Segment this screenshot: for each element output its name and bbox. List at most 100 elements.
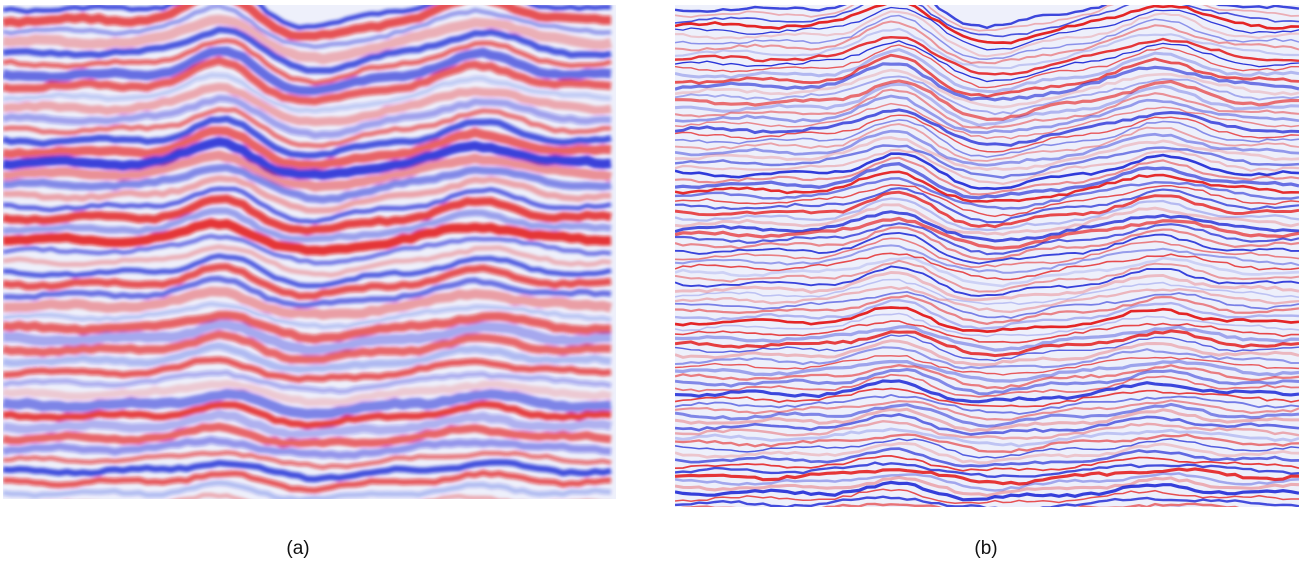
reflector-33 xyxy=(675,170,1299,203)
reflector-11 xyxy=(3,106,612,149)
reflector-3 xyxy=(675,5,1299,45)
reflector-56 xyxy=(675,298,1299,331)
reflector-23 xyxy=(675,114,1299,153)
reflector-91 xyxy=(680,502,1240,507)
reflector-62 xyxy=(675,334,1299,362)
reflector-37 xyxy=(675,190,1299,229)
reflector-39 xyxy=(3,422,612,449)
reflector-57 xyxy=(675,306,1299,333)
reflector-48 xyxy=(675,256,1299,288)
reflector-7 xyxy=(3,56,612,106)
reflector-84 xyxy=(675,461,1299,478)
reflector-44 xyxy=(675,231,1299,265)
reflector-2 xyxy=(3,5,612,50)
reflector-47 xyxy=(675,252,1299,281)
reflector-20 xyxy=(3,207,612,243)
reflector-30 xyxy=(3,319,611,357)
reflector-1 xyxy=(3,5,611,41)
reflector-17 xyxy=(675,79,1299,121)
reflector-8 xyxy=(3,72,612,114)
reflector-54 xyxy=(675,291,1299,319)
reflector-44 xyxy=(3,480,612,499)
reflector-24 xyxy=(675,119,1299,158)
reflector-85 xyxy=(675,467,1299,486)
reflector-20 xyxy=(675,94,1299,134)
reflector-69 xyxy=(675,373,1299,398)
reflector-16 xyxy=(3,163,612,204)
reflector-49 xyxy=(675,259,1299,293)
seismic-section-a xyxy=(3,5,613,499)
reflector-6 xyxy=(675,14,1299,61)
reflector-79 xyxy=(675,433,1299,454)
reflector-60 xyxy=(675,324,1299,352)
reflector-12 xyxy=(675,48,1299,94)
reflector-53 xyxy=(675,285,1299,314)
reflector-29 xyxy=(3,310,612,344)
reflector-40 xyxy=(675,210,1299,243)
reflector-64 xyxy=(675,346,1299,370)
reflector-1 xyxy=(675,5,1299,32)
reflector-25 xyxy=(675,123,1299,162)
reflector-80 xyxy=(675,438,1299,459)
reflector-51 xyxy=(675,271,1299,302)
reflector-89 xyxy=(675,488,1299,505)
reflector-25 xyxy=(3,262,612,301)
reflector-52 xyxy=(675,278,1299,305)
reflector-72 xyxy=(675,393,1299,415)
reflector-41 xyxy=(675,216,1299,250)
reflector-7 xyxy=(675,20,1299,65)
reflector-14 xyxy=(675,62,1299,102)
reflector-28 xyxy=(3,301,612,330)
reflector-18 xyxy=(3,186,612,225)
reflector-67 xyxy=(675,364,1299,390)
reflector-31 xyxy=(3,329,612,364)
reflector-22 xyxy=(3,233,612,266)
reflector-19 xyxy=(675,88,1299,130)
reflector-10 xyxy=(3,94,612,140)
reflector-43 xyxy=(3,469,612,494)
reflector-32 xyxy=(3,342,612,374)
reflector-66 xyxy=(675,359,1299,383)
reflector-5 xyxy=(675,10,1299,58)
reflector-63 xyxy=(675,339,1299,367)
reflector-42 xyxy=(675,222,1299,256)
reflector-77 xyxy=(675,419,1299,440)
reflector-68 xyxy=(675,368,1299,396)
reflector-61 xyxy=(675,329,1299,358)
reflector-26 xyxy=(675,129,1299,167)
reflector-13 xyxy=(3,126,612,171)
reflector-36 xyxy=(675,187,1299,224)
reflector-21 xyxy=(3,218,612,256)
reflector-39 xyxy=(675,203,1299,236)
reflector-42 xyxy=(3,459,612,483)
reflector-55 xyxy=(675,294,1299,326)
reflector-83 xyxy=(675,455,1299,472)
reflector-0 xyxy=(3,5,611,31)
reflector-3 xyxy=(3,14,613,65)
reflector-45 xyxy=(675,237,1299,268)
reflector-87 xyxy=(675,475,1299,498)
reflector-22 xyxy=(675,108,1299,147)
reflector-37 xyxy=(3,400,612,430)
reflector-33 xyxy=(3,356,612,383)
reflector-14 xyxy=(3,136,612,181)
reflector-59 xyxy=(675,320,1299,344)
reflector-6 xyxy=(3,46,612,96)
reflector-9 xyxy=(3,82,612,127)
reflector-2 xyxy=(675,5,1299,38)
seismic-image-b xyxy=(675,5,1299,507)
reflector-88 xyxy=(675,480,1299,502)
reflector-21 xyxy=(675,102,1299,140)
reflector-50 xyxy=(675,265,1299,297)
reflector-23 xyxy=(3,244,612,278)
reflector-90 xyxy=(675,495,1299,507)
reflector-38 xyxy=(675,197,1299,232)
reflector-82 xyxy=(675,447,1299,468)
reflector-16 xyxy=(675,75,1299,116)
reflector-78 xyxy=(675,427,1299,448)
reflector-11 xyxy=(675,44,1299,89)
reflector-35 xyxy=(675,184,1299,218)
reflector-30 xyxy=(675,152,1299,191)
reflector-38 xyxy=(3,408,612,440)
reflector-86 xyxy=(675,472,1299,492)
